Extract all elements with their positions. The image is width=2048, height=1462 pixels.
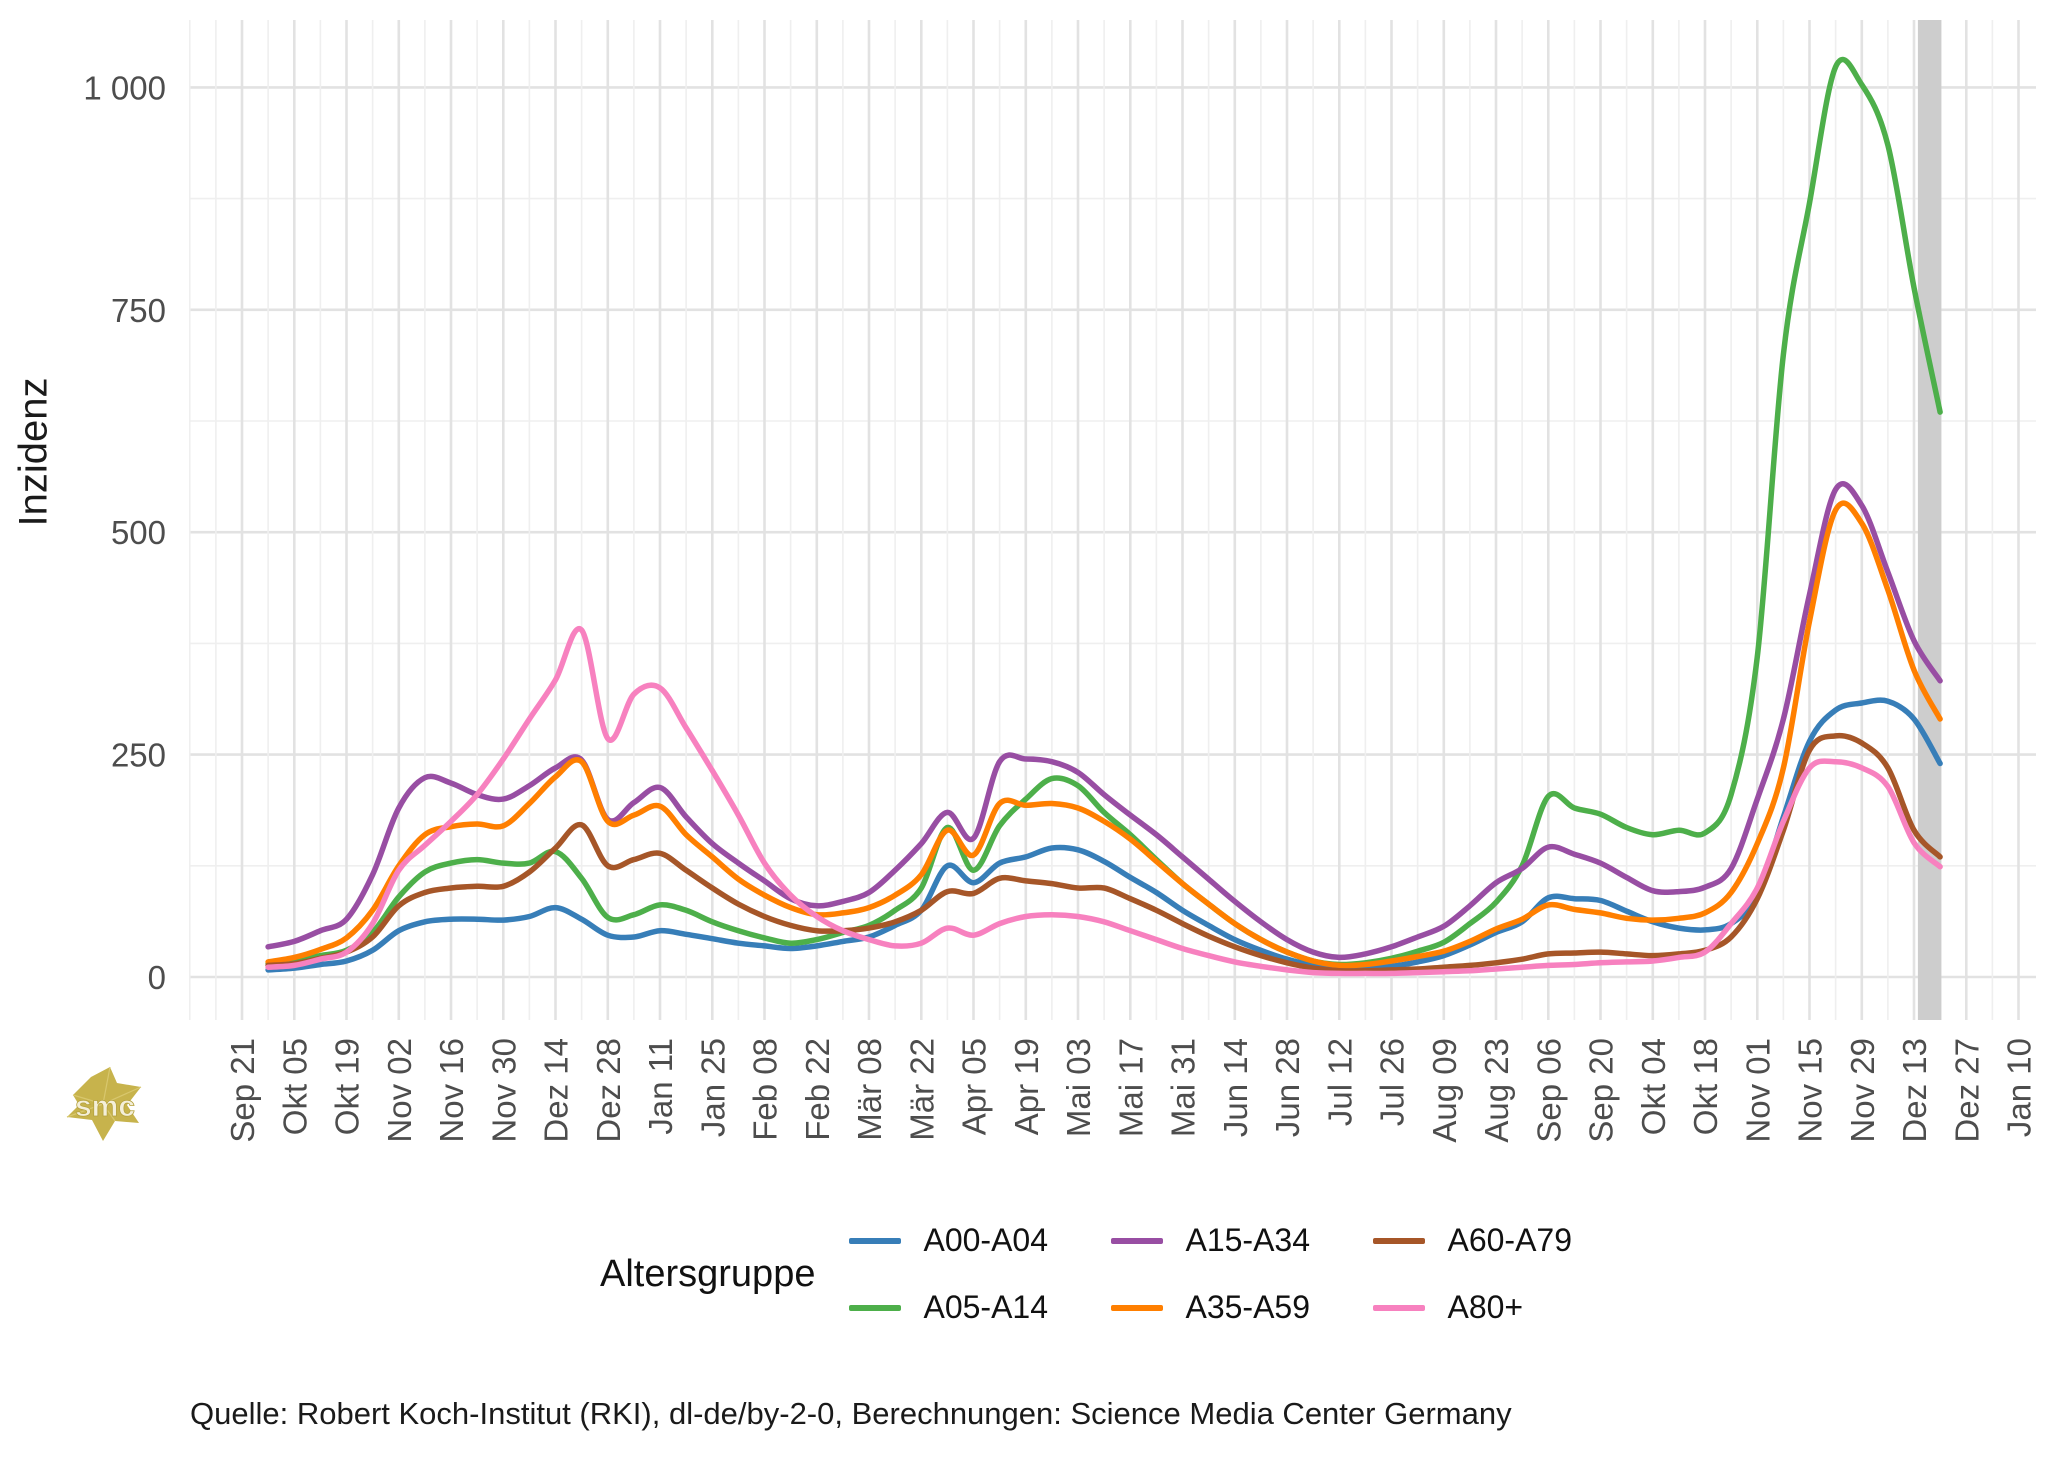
- legend-key-line: [1373, 1304, 1426, 1311]
- x-tick-label: Sep 06: [1530, 1038, 1567, 1143]
- legend-label: A60-A79: [1447, 1222, 1572, 1258]
- x-tick-label: Mär 08: [851, 1038, 888, 1141]
- legend-key-line: [849, 1304, 902, 1311]
- legend-entry-a00-a04: A00-A04: [849, 1222, 1055, 1259]
- x-tick-label: Jul 26: [1374, 1038, 1411, 1126]
- x-tick-label: Nov 02: [381, 1038, 418, 1143]
- legend-label: A80+: [1447, 1289, 1524, 1325]
- smc-logo: smc: [66, 1066, 142, 1141]
- x-tick-label: Jul 12: [1321, 1038, 1358, 1126]
- series-line-A80+: [265, 625, 1943, 977]
- x-tick-label: Sep 21: [224, 1038, 261, 1143]
- legend-entry-a15-a34: A15-A34: [1111, 1222, 1317, 1259]
- x-tick-label: Mai 17: [1112, 1038, 1149, 1137]
- x-tick-label: Feb 22: [799, 1038, 836, 1141]
- legend-label: A05-A14: [923, 1289, 1048, 1325]
- x-tick-label: Mär 22: [903, 1038, 940, 1141]
- x-tick-label: Apr 05: [956, 1038, 993, 1135]
- x-tick-label: Dez 27: [1948, 1038, 1985, 1143]
- x-tick-label: Aug 09: [1426, 1038, 1463, 1143]
- legend-label: A35-A59: [1185, 1289, 1310, 1325]
- x-tick-label: Okt 04: [1635, 1038, 1672, 1135]
- y-tick-label: 0: [148, 959, 166, 996]
- x-tick-label: Dez 14: [538, 1038, 575, 1143]
- smc-logo-text: smc: [75, 1090, 135, 1123]
- legend-entry-a60-a79: A60-A79: [1373, 1222, 1579, 1259]
- legend-key-line: [1373, 1237, 1426, 1244]
- x-tick-label: Jun 14: [1217, 1038, 1254, 1137]
- legend-title: Altersgruppe: [600, 1252, 816, 1295]
- series-line-A00-A04: [265, 697, 1943, 973]
- smc-logo-facets: [66, 1066, 142, 1122]
- x-tick-label: Jun 28: [1269, 1038, 1306, 1137]
- source-caption: Quelle: Robert Koch-Institut (RKI), dl-d…: [190, 1396, 1512, 1431]
- x-tick-label: Aug 23: [1478, 1038, 1515, 1143]
- x-tick-label: Okt 18: [1687, 1038, 1724, 1135]
- legend-key-line: [1111, 1304, 1164, 1311]
- x-tick-label: Jan 25: [694, 1038, 731, 1137]
- x-tick-label: Mai 31: [1165, 1038, 1202, 1137]
- y-axis-title: Inzidenz: [11, 377, 56, 527]
- x-tick-label: Nov 29: [1844, 1038, 1881, 1143]
- y-tick-label: 250: [111, 737, 166, 774]
- legend-entry-a35-a59: A35-A59: [1111, 1289, 1317, 1326]
- x-tick-label: Apr 19: [1008, 1038, 1045, 1135]
- x-tick-label: Dez 13: [1896, 1038, 1933, 1143]
- x-tick-label: Nov 30: [485, 1038, 522, 1143]
- legend: Altersgruppe A00-A04 A05-A14 A15-A34 A35…: [600, 1222, 1579, 1326]
- x-tick-label: Nov 16: [433, 1038, 470, 1143]
- legend-key-line: [849, 1237, 902, 1244]
- x-tick-label: Feb 08: [747, 1038, 784, 1141]
- x-tick-label: Nov 15: [1792, 1038, 1829, 1143]
- y-tick-label: 750: [111, 292, 166, 329]
- legend-label: A15-A34: [1185, 1222, 1310, 1258]
- series-line-A60-A79: [265, 732, 1943, 974]
- x-tick-label: Nov 01: [1739, 1038, 1776, 1143]
- x-tick-label: Jan 11: [642, 1038, 679, 1135]
- x-tick-label: Dez 28: [590, 1038, 627, 1143]
- legend-entry-a80plus: A80+: [1373, 1289, 1579, 1326]
- legend-grid: A00-A04 A05-A14 A15-A34 A35-A59 A60-A79 …: [849, 1222, 1579, 1326]
- legend-key-line: [1111, 1237, 1164, 1244]
- legend-entry-a05-a14: A05-A14: [849, 1289, 1055, 1326]
- highlight-band: [1917, 20, 1942, 1020]
- x-tick-label: Mai 03: [1060, 1038, 1097, 1137]
- x-tick-label: Okt 19: [329, 1038, 366, 1135]
- y-tick-label: 1 000: [83, 69, 166, 106]
- series-line-A15-A34: [265, 481, 1943, 961]
- x-tick-label: Sep 20: [1583, 1038, 1620, 1143]
- x-tick-label: Jan 10: [2001, 1038, 2038, 1137]
- y-tick-label: 500: [111, 514, 166, 551]
- legend-label: A00-A04: [923, 1222, 1048, 1258]
- series-line-A35-A59: [265, 500, 1943, 969]
- x-tick-label: Okt 05: [276, 1038, 313, 1135]
